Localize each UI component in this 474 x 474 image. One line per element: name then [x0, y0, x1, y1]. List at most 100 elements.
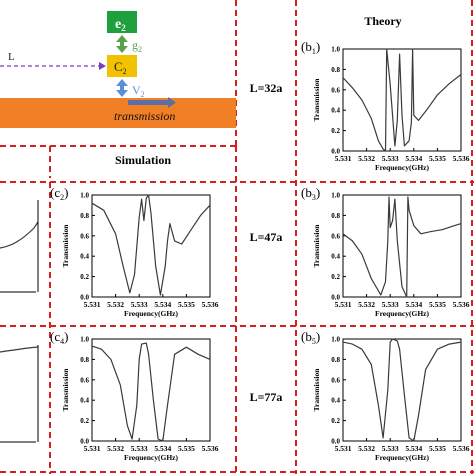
panel-label: (c2) [50, 185, 68, 202]
theory-header: Theory [364, 14, 401, 28]
y-tick-label: 0.4 [80, 253, 89, 261]
e2-label: e2 [115, 17, 126, 33]
x-axis-label: Frequency(GHz) [375, 163, 430, 172]
y-tick-label: 0.6 [80, 232, 89, 240]
simulation-header: Simulation [115, 153, 171, 167]
waveguide [0, 98, 236, 128]
series-line [91, 342, 211, 442]
y-tick-label: 0.0 [331, 148, 340, 156]
x-tick-label: 5.535 [429, 154, 446, 163]
x-axis-label: Frequency(GHz) [375, 453, 430, 462]
plot-frame [342, 48, 462, 152]
x-tick-label: 5.534 [405, 154, 422, 163]
g2-double-arrow [116, 35, 128, 53]
plot-frame [342, 338, 462, 442]
y-tick-label: 0.2 [331, 417, 340, 425]
e2-box [107, 11, 137, 33]
c2-label: C2 [114, 59, 127, 76]
x-tick-label: 5.534 [154, 300, 171, 309]
x-axis-label: Frequency(GHz) [124, 453, 179, 462]
x-tick-label: 5.531 [335, 300, 352, 309]
chart-c2: 0.0 0.2 0.4 0.6 0.8 1.0 5.531 5.532 5.533 5.534 5.… [50, 185, 219, 318]
v2-double-arrow [116, 79, 128, 97]
x-tick-label: 5.535 [429, 444, 446, 453]
x-tick-label: 5.532 [358, 154, 375, 163]
x-tick-label: 5.531 [335, 444, 352, 453]
schematic: e2 g2 C2 L V2 transmission [0, 11, 236, 128]
panel-label: (b5) [301, 329, 320, 346]
x-tick-label: 5.536 [453, 300, 470, 309]
l-label: L [8, 51, 15, 63]
x-tick-label: 5.531 [84, 300, 101, 309]
y-tick-label: 0.0 [80, 294, 89, 302]
series-line [342, 196, 462, 298]
y-tick-label: 0.4 [331, 397, 340, 405]
y-tick-label: 0.4 [331, 253, 340, 261]
y-tick-label: 0.4 [80, 397, 89, 405]
x-tick-label: 5.533 [382, 154, 399, 163]
y-axis-label: Transmission [312, 368, 321, 412]
x-tick-label: 5.535 [429, 300, 446, 309]
x-tick-label: 5.533 [131, 300, 148, 309]
series-line [91, 194, 211, 296]
plot-frame [342, 194, 462, 298]
partial-curve-row3 [0, 346, 39, 353]
y-tick-label: 0.6 [80, 376, 89, 384]
y-tick-label: 1.0 [331, 46, 340, 54]
y-tick-label: 1.0 [80, 192, 89, 200]
y-tick-label: 1.0 [80, 336, 89, 344]
y-tick-label: 0.2 [80, 417, 89, 425]
x-tick-label: 5.531 [335, 154, 352, 163]
y-tick-label: 0.6 [331, 376, 340, 384]
partial-curve-row2 [0, 221, 39, 249]
x-tick-label: 5.535 [178, 444, 195, 453]
series-line [342, 338, 462, 442]
g2-label: g2 [132, 38, 142, 54]
y-tick-label: 0.2 [331, 127, 340, 135]
partial-panel-row2 [0, 200, 39, 293]
y-tick-label: 0.8 [331, 356, 340, 364]
chart-b1: 0.0 0.2 0.4 0.6 0.8 1.0 5.531 5.532 5.533 5.534 5.… [301, 39, 470, 172]
x-tick-label: 5.532 [358, 300, 375, 309]
y-tick-label: 0.4 [331, 107, 340, 115]
row-label-47a: L=47a [250, 230, 283, 244]
transmission-label: transmission [114, 109, 175, 123]
v2-label: V2 [132, 83, 145, 99]
y-tick-label: 0.6 [331, 232, 340, 240]
y-tick-label: 0.0 [80, 438, 89, 446]
x-tick-label: 5.536 [202, 444, 219, 453]
c2-box [107, 55, 137, 77]
y-axis-label: Transmission [61, 368, 70, 412]
x-tick-label: 5.536 [202, 300, 219, 309]
x-tick-label: 5.532 [358, 444, 375, 453]
x-tick-label: 5.533 [382, 444, 399, 453]
x-tick-label: 5.534 [405, 444, 422, 453]
panel-label: (c4) [50, 329, 68, 346]
panel-label: (b3) [301, 185, 320, 202]
y-tick-label: 1.0 [331, 192, 340, 200]
l-arrowhead [99, 62, 106, 70]
y-axis-label: Transmission [312, 78, 321, 122]
charts-layer: 0.0 0.2 0.4 0.6 0.8 1.0 5.531 5.532 5.533 5.534 5.… [50, 39, 470, 462]
y-tick-label: 1.0 [331, 336, 340, 344]
y-tick-label: 0.2 [331, 273, 340, 281]
x-tick-label: 5.531 [84, 444, 101, 453]
y-axis-label: Transmission [312, 224, 321, 268]
y-tick-label: 0.6 [331, 86, 340, 94]
partial-panel-row3 [0, 345, 39, 443]
x-tick-label: 5.533 [382, 300, 399, 309]
x-tick-label: 5.532 [107, 444, 124, 453]
x-tick-label: 5.532 [107, 300, 124, 309]
plot-frame [91, 338, 211, 442]
y-tick-label: 0.0 [331, 438, 340, 446]
panel-label: (b1) [301, 39, 320, 56]
y-tick-label: 0.8 [331, 212, 340, 220]
x-tick-label: 5.536 [453, 444, 470, 453]
y-axis-label: Transmission [61, 224, 70, 268]
y-tick-label: 0.8 [80, 356, 89, 364]
chart-c4: 0.0 0.2 0.4 0.6 0.8 1.0 5.531 5.532 5.533 5.534 5.… [50, 329, 219, 462]
row-label-32a: L=32a [250, 81, 283, 95]
x-axis-label: Frequency(GHz) [375, 309, 430, 318]
